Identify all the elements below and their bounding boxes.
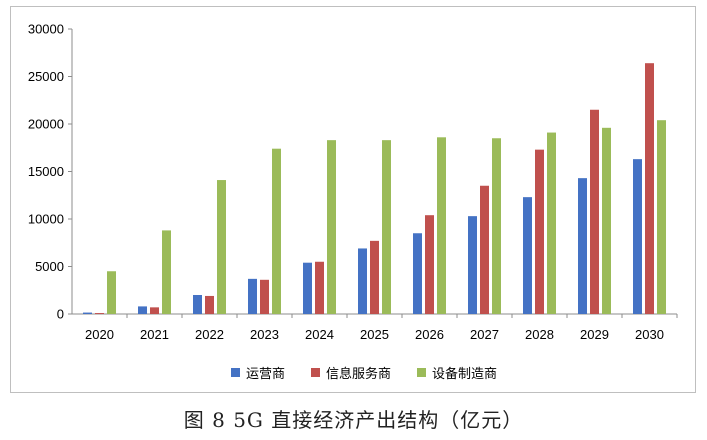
bar-2027-series-1 [480,185,489,314]
bar-2025-series-1 [370,240,379,314]
bar-2025-series-0 [358,248,367,314]
legend-swatch [311,367,321,377]
bar-2024-series-1 [315,261,324,314]
bar-2029-series-1 [590,109,599,314]
legend-label: 设备制造商 [432,366,498,382]
bar-2021-series-2 [162,230,171,314]
legend: 运营商 信息服务商 设备制造商 [231,361,497,383]
bar-2028-series-0 [523,197,532,314]
bar-2029-series-2 [602,127,611,314]
figure-caption: 图 8 5G 直接经济产出结构（亿元） [183,408,524,432]
x-tick-label: 2020 [85,327,114,342]
bar-2020-series-0 [83,312,92,314]
y-tick-label: 30000 [28,22,64,37]
bar-2029-series-0 [578,178,587,314]
x-tick-label: 2027 [470,327,499,342]
bar-2024-series-2 [327,140,336,314]
x-tick-label: 2025 [360,327,389,342]
bar-2021-series-0 [138,306,147,314]
x-tick-label: 2028 [525,327,554,342]
chart-frame: 0 5000 10000 15000 20000 25000 30000 2020 2021 20… [10,6,696,393]
y-tick-label: 25000 [28,69,64,84]
y-tick-label: 10000 [28,212,64,227]
bar-2022-series-1 [205,295,214,314]
bar-2020-series-2 [107,271,116,314]
bar-2028-series-1 [535,149,544,314]
bar-2026-series-2 [437,137,446,314]
legend-swatch [231,367,240,377]
bar-2025-series-2 [382,140,391,314]
y-tick-label: 15000 [28,164,64,179]
bar-2030-series-0 [633,159,642,314]
bar-2023-series-2 [272,148,281,314]
x-tick-label: 2030 [635,327,664,342]
x-tick-label: 2024 [305,327,334,342]
bar-2027-series-2 [492,138,501,314]
bar-2026-series-1 [425,215,434,314]
x-tick-label: 2022 [195,327,224,342]
bar-2028-series-2 [547,132,556,314]
legend-swatch [417,367,427,377]
x-tick-label: 2029 [580,327,609,342]
bar-2030-series-2 [657,120,666,314]
x-tick-label: 2021 [140,327,169,342]
bar-2030-series-1 [645,63,654,315]
legend-item-0: 运营商 [231,363,285,382]
bar-2021-series-1 [150,307,159,314]
bar-2022-series-2 [217,180,226,314]
legend-label: 信息服务商 [326,366,392,382]
bar-2023-series-0 [248,278,257,314]
bar-2022-series-0 [193,295,202,314]
legend-item-1: 信息服务商 [311,363,391,382]
bar-2024-series-0 [303,262,312,314]
bar-2026-series-0 [413,233,422,314]
x-tick-label: 2023 [250,327,279,342]
bar-2027-series-0 [468,216,477,314]
y-tick-label: 20000 [28,117,64,132]
bar-2023-series-1 [260,279,269,314]
legend-item-2: 设备制造商 [417,363,497,382]
bar-2020-series-1 [95,313,104,314]
bar-chart: 0 5000 10000 15000 20000 25000 30000 2020 2021 20… [28,22,678,342]
legend-label: 运营商 [246,366,286,382]
x-tick-label: 2026 [415,327,444,342]
y-tick-label: 5000 [35,259,64,274]
y-tick-label: 0 [57,307,64,322]
